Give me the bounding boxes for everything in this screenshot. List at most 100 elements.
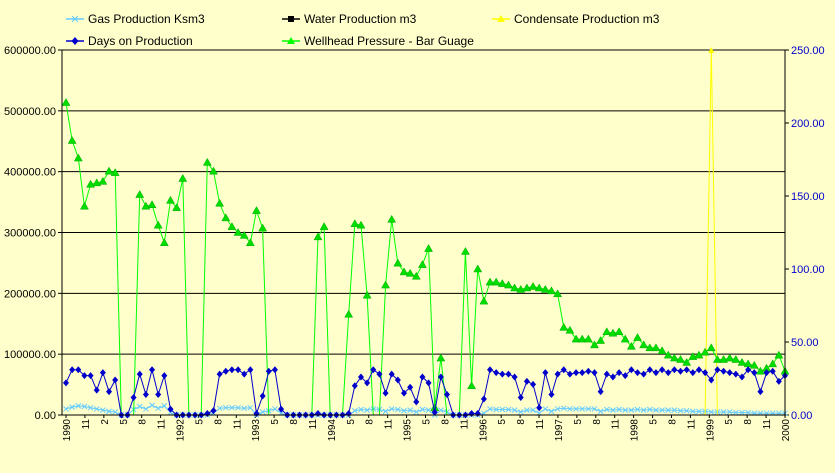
- x-tick-label: 1993: [251, 419, 262, 442]
- gas-production-point: [603, 406, 610, 413]
- gas-production-point: [63, 406, 69, 412]
- gas-production-point: [585, 406, 592, 412]
- gas-production-point: [222, 404, 229, 411]
- days-on-production-point: [757, 388, 764, 396]
- days-on-production-point: [769, 367, 776, 375]
- days-on-production-point: [523, 377, 530, 385]
- days-on-production-point: [419, 373, 426, 381]
- wellhead-pressure-point: [258, 223, 268, 232]
- gas-production-point: [87, 404, 94, 411]
- wellhead-pressure-point: [104, 166, 114, 175]
- gas-production-point: [69, 404, 75, 410]
- days-on-production-point: [517, 393, 524, 401]
- wellhead-pressure-point: [706, 343, 716, 352]
- left-tick-label: 0.00: [35, 410, 56, 422]
- days-on-production-point: [142, 391, 149, 399]
- days-on-production-point: [112, 376, 119, 384]
- days-on-production-point: [87, 372, 94, 380]
- days-on-production-point: [677, 367, 684, 375]
- right-tick-label: 200.00: [791, 118, 825, 130]
- gas-production-point: [548, 408, 555, 415]
- days-on-production-point: [487, 366, 494, 374]
- x-tick-label: 11: [611, 419, 622, 430]
- x-tick-label: 1990: [62, 419, 73, 442]
- gas-production-point: [425, 407, 432, 413]
- days-on-production-point: [167, 405, 174, 413]
- gas-production-point: [573, 406, 579, 412]
- wellhead-pressure-point: [485, 277, 495, 286]
- gas-production-point: [677, 407, 684, 414]
- gas-production-point: [149, 402, 155, 409]
- left-tick-label: 400000.00: [4, 167, 56, 179]
- legend-marker: [497, 15, 505, 22]
- days-on-production-point: [573, 369, 580, 377]
- gas-production-point: [689, 408, 696, 415]
- wellhead-pressure-point: [626, 341, 636, 350]
- wellhead-pressure-point: [135, 190, 145, 198]
- x-tick-label: 5: [194, 419, 205, 425]
- days-on-production-point: [689, 369, 696, 377]
- legend-marker: [71, 37, 79, 45]
- days-on-production-point: [480, 395, 487, 403]
- wellhead-pressure-point: [510, 283, 520, 292]
- days-on-production-point: [622, 372, 629, 380]
- wellhead-pressure-point: [528, 282, 538, 290]
- x-tick-label: 8: [138, 419, 149, 425]
- legend-entry: Wellhead Pressure - Bar Guage: [282, 34, 474, 48]
- days-on-production-point: [609, 373, 616, 381]
- days-on-production-point: [407, 383, 414, 391]
- wellhead-pressure-point: [405, 268, 415, 277]
- x-tick-label: 1994: [327, 419, 338, 442]
- days-on-production-point: [130, 393, 137, 401]
- days-on-production-point: [597, 388, 604, 396]
- days-on-production-point: [585, 367, 592, 375]
- days-on-production-point: [566, 370, 573, 378]
- left-tick-label: 500000.00: [4, 106, 56, 118]
- wellhead-pressure-point: [571, 334, 581, 343]
- days-on-production-point: [720, 367, 727, 375]
- wellhead-pressure-point: [645, 343, 655, 352]
- wellhead-pressure-point: [166, 195, 175, 204]
- gas-production-point: [487, 406, 493, 412]
- wellhead-pressure-point: [424, 244, 434, 252]
- days-on-production-point: [634, 369, 641, 377]
- gas-production-point: [438, 407, 444, 413]
- x-tick-label: 11: [459, 419, 470, 430]
- gas-production-point: [542, 406, 549, 412]
- days-on-production-point: [745, 366, 752, 374]
- wellhead-pressure-point: [725, 353, 735, 362]
- wellhead-pressure-point: [467, 381, 477, 390]
- wellhead-pressure-point: [252, 206, 261, 214]
- x-tick-label: 5: [119, 419, 130, 425]
- wellhead-pressure-point: [387, 214, 397, 223]
- x-tick-label: 5: [573, 419, 584, 425]
- wellhead-pressure-point: [768, 359, 778, 368]
- gas-production-point: [683, 407, 690, 414]
- wellhead-pressure-point: [694, 350, 704, 359]
- gas-production-point: [161, 403, 168, 409]
- legend-entry: Water Production m3: [282, 12, 417, 26]
- days-on-production-point: [271, 366, 278, 374]
- wellhead-pressure-point: [67, 136, 77, 144]
- days-on-production-point: [155, 391, 162, 399]
- gas-production-point: [554, 406, 561, 412]
- days-on-production-point: [640, 370, 647, 378]
- wellhead-pressure-point: [411, 271, 421, 280]
- gas-production-point: [659, 407, 665, 413]
- gas-production-point: [560, 405, 567, 412]
- gas-production-point: [696, 408, 702, 415]
- gas-production-point: [517, 409, 524, 415]
- wellhead-pressure-point: [676, 355, 685, 363]
- wellhead-pressure-point: [92, 178, 102, 187]
- gas-production-point: [100, 407, 106, 413]
- gas-production-point: [136, 403, 143, 410]
- wellhead-pressure-point: [553, 289, 563, 298]
- days-on-production-point: [530, 380, 537, 388]
- legend-entry: Gas Production Ksm3: [66, 12, 205, 26]
- days-on-production-point: [388, 370, 395, 378]
- wellhead-pressure-point: [245, 238, 255, 246]
- days-on-production-point: [591, 369, 598, 377]
- wellhead-pressure-point: [682, 357, 692, 366]
- days-on-production-point: [628, 366, 635, 374]
- x-tick-label: 2: [100, 419, 111, 425]
